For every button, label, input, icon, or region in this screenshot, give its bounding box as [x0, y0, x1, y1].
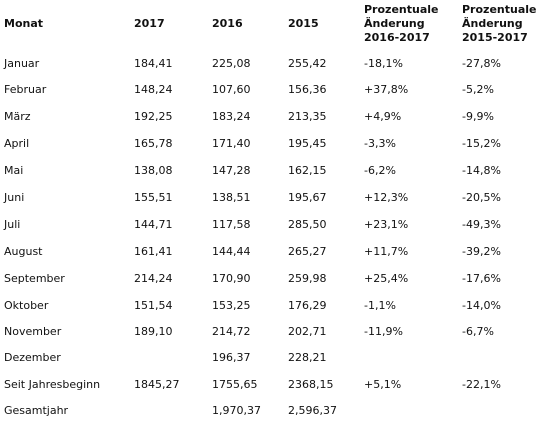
cell-change-a: -6,2% — [364, 164, 396, 177]
cell-monat: Januar — [4, 57, 40, 70]
cell-y2017: 144,71 — [134, 218, 173, 231]
cell-y2016: 225,08 — [212, 57, 251, 70]
cell-monat: Mai — [4, 164, 24, 177]
cell-monat: Oktober — [4, 299, 49, 312]
cell-y2015: 2368,15 — [288, 378, 334, 391]
cell-y2017: 155,51 — [134, 191, 173, 204]
table-row: Seit Jahresbeginn 1845,27 1755,65 2368,15 +5… — [0, 375, 545, 395]
cell-monat: April — [4, 137, 30, 150]
cell-y2016: 196,37 — [212, 351, 251, 364]
table-row: Februar 148,24 107,60 156,36 +37,8% -5,2% — [0, 80, 545, 100]
cell-y2017: 1845,27 — [134, 378, 180, 391]
cell-y2016: 171,40 — [212, 137, 251, 150]
table-row: Oktober 151,54 153,25 176,29 -1,1% -14,0% — [0, 296, 545, 316]
cell-change-b: -14,0% — [462, 299, 501, 312]
header-monat: Monat — [4, 17, 44, 30]
cell-y2016: 170,90 — [212, 272, 251, 285]
cell-monat: Juni — [4, 191, 25, 204]
cell-y2015: 213,35 — [288, 110, 327, 123]
cell-y2017: 148,24 — [134, 83, 173, 96]
cell-y2015: 156,36 — [288, 83, 327, 96]
table-row: April 165,78 171,40 195,45 -3,3% -15,2% — [0, 134, 545, 154]
cell-y2015: 195,67 — [288, 191, 327, 204]
cell-change-a: -18,1% — [364, 57, 403, 70]
cell-y2015: 265,27 — [288, 245, 327, 258]
cell-y2016: 144,44 — [212, 245, 251, 258]
header-change-2016-2017: Prozentuale Änderung 2016-2017 — [364, 3, 439, 44]
cell-monat: Dezember — [4, 351, 61, 364]
cell-y2016: 147,28 — [212, 164, 251, 177]
cell-y2016: 1,970,37 — [212, 404, 261, 417]
cell-change-b: -20,5% — [462, 191, 501, 204]
cell-change-a: +5,1% — [364, 378, 402, 391]
cell-y2017: 192,25 — [134, 110, 173, 123]
header-2015: 2015 — [288, 17, 319, 30]
cell-y2015: 162,15 — [288, 164, 327, 177]
cell-change-a: +12,3% — [364, 191, 409, 204]
cell-change-a: -11,9% — [364, 325, 403, 338]
cell-y2017: 184,41 — [134, 57, 173, 70]
cell-y2017: 165,78 — [134, 137, 173, 150]
cell-y2016: 107,60 — [212, 83, 251, 96]
table-row: Gesamtjahr 1,970,37 2,596,37 — [0, 401, 545, 421]
cell-change-b: -22,1% — [462, 378, 501, 391]
cell-y2015: 228,21 — [288, 351, 327, 364]
cell-y2016: 117,58 — [212, 218, 251, 231]
cell-monat: Seit Jahresbeginn — [4, 378, 101, 391]
cell-monat: August — [4, 245, 43, 258]
cell-change-a: -1,1% — [364, 299, 396, 312]
cell-y2015: 202,71 — [288, 325, 327, 338]
cell-y2015: 259,98 — [288, 272, 327, 285]
cell-monat: Februar — [4, 83, 47, 96]
table-row: September 214,24 170,90 259,98 +25,4% -17,6% — [0, 269, 545, 289]
cell-y2016: 138,51 — [212, 191, 251, 204]
table-header: Monat 2017 2016 2015 Prozentuale Änderun… — [0, 3, 545, 47]
cell-change-a: +4,9% — [364, 110, 402, 123]
header-2017: 2017 — [134, 17, 165, 30]
table-row: November 189,10 214,72 202,71 -11,9% -6,7% — [0, 322, 545, 342]
cell-change-a: -3,3% — [364, 137, 396, 150]
cell-monat: November — [4, 325, 62, 338]
cell-y2015: 195,45 — [288, 137, 327, 150]
cell-y2017: 138,08 — [134, 164, 173, 177]
cell-monat: Gesamtjahr — [4, 404, 69, 417]
table-row: Juni 155,51 138,51 195,67 +12,3% -20,5% — [0, 188, 545, 208]
cell-y2017: 189,10 — [134, 325, 173, 338]
cell-change-a: +37,8% — [364, 83, 409, 96]
table-row: Mai 138,08 147,28 162,15 -6,2% -14,8% — [0, 161, 545, 181]
header-2016: 2016 — [212, 17, 243, 30]
cell-change-b: -17,6% — [462, 272, 501, 285]
table-row: März 192,25 183,24 213,35 +4,9% -9,9% — [0, 107, 545, 127]
cell-y2015: 176,29 — [288, 299, 327, 312]
cell-y2016: 153,25 — [212, 299, 251, 312]
cell-change-a: +25,4% — [364, 272, 409, 285]
cell-y2015: 285,50 — [288, 218, 327, 231]
table-row: Dezember 196,37 228,21 — [0, 348, 545, 368]
cell-change-a: +11,7% — [364, 245, 409, 258]
table-row: Juli 144,71 117,58 285,50 +23,1% -49,3% — [0, 215, 545, 235]
cell-change-b: -5,2% — [462, 83, 494, 96]
cell-y2016: 1755,65 — [212, 378, 258, 391]
cell-y2017: 214,24 — [134, 272, 173, 285]
cell-monat: März — [4, 110, 31, 123]
table-row: Januar 184,41 225,08 255,42 -18,1% -27,8% — [0, 54, 545, 74]
cell-monat: September — [4, 272, 65, 285]
cell-y2015: 255,42 — [288, 57, 327, 70]
cell-change-b: -15,2% — [462, 137, 501, 150]
cell-change-b: -6,7% — [462, 325, 494, 338]
cell-change-b: -9,9% — [462, 110, 494, 123]
table-row: August 161,41 144,44 265,27 +11,7% -39,2% — [0, 242, 545, 262]
cell-y2015: 2,596,37 — [288, 404, 337, 417]
cell-monat: Juli — [4, 218, 21, 231]
cell-y2016: 183,24 — [212, 110, 251, 123]
cell-change-a: +23,1% — [364, 218, 409, 231]
cell-change-b: -39,2% — [462, 245, 501, 258]
cell-y2017: 161,41 — [134, 245, 173, 258]
cell-y2017: 151,54 — [134, 299, 173, 312]
cell-y2016: 214,72 — [212, 325, 251, 338]
cell-change-b: -14,8% — [462, 164, 501, 177]
header-change-2015-2017: Prozentuale Änderung 2015-2017 — [462, 3, 537, 44]
cell-change-b: -27,8% — [462, 57, 501, 70]
cell-change-b: -49,3% — [462, 218, 501, 231]
